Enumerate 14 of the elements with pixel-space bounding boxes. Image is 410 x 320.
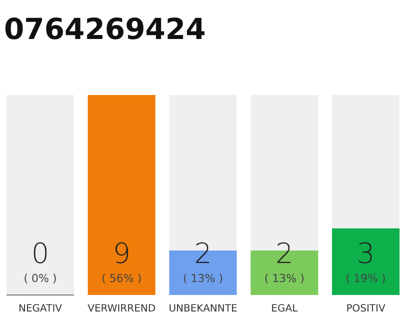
annotation: ( 19% ) [346, 272, 386, 285]
x-tick-label: UNBEKANNTE [168, 304, 238, 314]
data-label: 0 [31, 237, 50, 270]
annotation: ( 56% ) [102, 272, 142, 285]
x-tick-label: VERWIRREND [88, 304, 156, 314]
x-tick-label: EGAL [271, 304, 298, 314]
annotation: ( 13% ) [182, 272, 224, 285]
annotation: ( 13% ) [264, 272, 304, 285]
chart-title: 0764269424 [4, 12, 206, 46]
x-tick-label: POSITIV [346, 304, 386, 314]
data-label: 3 [356, 237, 375, 270]
data-label: 9 [112, 237, 131, 270]
x-tick-label: NEGATIV [18, 304, 62, 314]
annotation: ( 0% ) [24, 272, 57, 285]
